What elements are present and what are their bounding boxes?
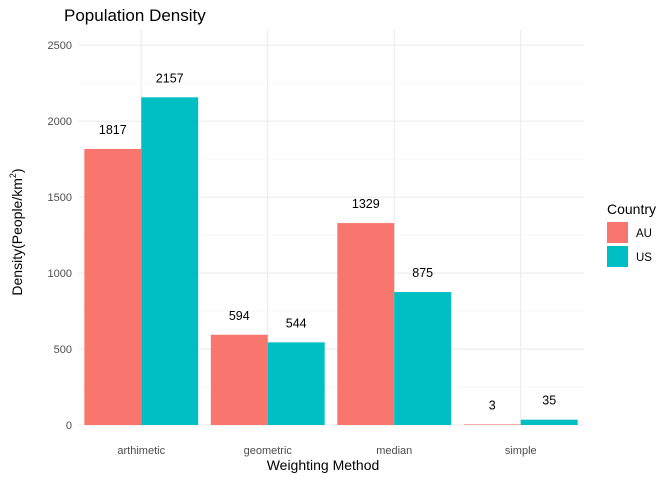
y-tick-label: 1000: [48, 268, 72, 280]
bar-au: [337, 223, 395, 425]
data-label-au: 1329: [352, 197, 380, 211]
y-tick-label: 0: [66, 420, 72, 432]
y-axis-title-main: Density(People/km: [9, 178, 25, 296]
x-tick-label: median: [376, 445, 412, 457]
data-label-us: 544: [286, 316, 307, 330]
legend-key-au: [607, 222, 628, 243]
legend-title: Country: [607, 201, 656, 217]
data-label-us: 2157: [156, 71, 184, 85]
chart-title: Population Density: [64, 6, 206, 25]
bars: [84, 97, 578, 426]
data-label-au: 594: [229, 309, 250, 323]
y-tick-label: 2500: [48, 40, 72, 52]
legend-label-us: US: [636, 252, 652, 264]
y-tick-label: 1500: [48, 192, 72, 204]
bar-us: [267, 342, 325, 425]
bar-us: [520, 419, 578, 425]
legend: Country AU US: [607, 201, 656, 267]
bar-us: [141, 97, 199, 425]
data-labels: 1817 594 1329 3 2157 544 875 35: [99, 71, 556, 412]
bar-au: [210, 334, 268, 425]
data-label-us: 35: [542, 394, 556, 408]
y-axis-ticks: 0 500 1000 1500 2000 2500: [48, 40, 72, 432]
y-axis-title-close: ): [9, 168, 25, 173]
data-label-us: 875: [412, 266, 433, 280]
y-axis-title-superscript: 2: [8, 173, 18, 178]
x-tick-label: geometric: [244, 445, 293, 457]
bar-au: [463, 424, 521, 425]
x-tick-label: simple: [505, 445, 537, 457]
y-tick-label: 500: [54, 344, 72, 356]
y-tick-label: 2000: [48, 116, 72, 128]
bar-us: [394, 292, 452, 425]
x-axis-ticks: arthimetic geometric median simple: [117, 445, 536, 457]
bar-au: [84, 148, 142, 426]
legend-items: AU US: [607, 222, 652, 267]
data-label-au: 1817: [99, 123, 127, 137]
x-tick-label: arthimetic: [117, 445, 165, 457]
legend-key-us: [607, 246, 628, 267]
legend-label-au: AU: [636, 228, 652, 240]
y-axis-title: Density(People/km2): [8, 168, 25, 295]
data-label-au: 3: [489, 399, 496, 413]
x-axis-title: Weighting Method: [267, 457, 380, 473]
